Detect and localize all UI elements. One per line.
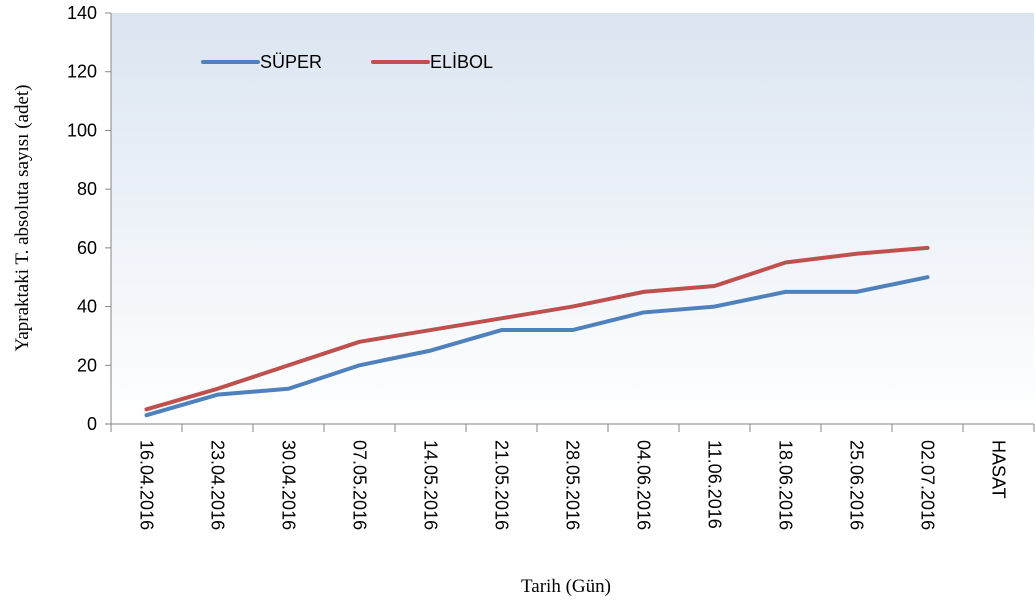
series-line [144, 245, 930, 412]
x-tick-label: 02.07.2016 [918, 440, 938, 530]
y-tick-label: 80 [77, 179, 97, 199]
x-tick-label: 16.04.2016 [137, 440, 157, 530]
y-tick-label: 20 [77, 355, 97, 375]
x-tick-label: 28.05.2016 [563, 440, 583, 530]
series-line [144, 275, 930, 418]
x-tick-label: 04.06.2016 [634, 440, 654, 530]
x-tick-label: 18.06.2016 [776, 440, 796, 530]
y-tick-label: 120 [67, 62, 97, 82]
x-tick-label: 11.06.2016 [705, 440, 725, 529]
x-tick-label: 21.05.2016 [492, 440, 512, 530]
y-tick-label: 60 [77, 238, 97, 258]
x-tick-label: HASAT [989, 440, 1009, 499]
y-tick-label: 100 [67, 120, 97, 140]
x-tick-label: 14.05.2016 [421, 440, 441, 530]
x-tick-label: 25.06.2016 [847, 440, 867, 530]
x-tick-label: 23.04.2016 [208, 440, 228, 530]
x-tick-label: 07.05.2016 [350, 440, 370, 530]
x-axis-title: Tarih (Gün) [521, 576, 611, 597]
y-tick-label: 40 [77, 297, 97, 317]
y-tick-label: 0 [87, 414, 97, 434]
y-axis-title: Yapraktaki T. absoluta sayısı (adet) [12, 84, 33, 351]
legend-label: SÜPER [260, 52, 322, 72]
legend-label: ELİBOL [430, 52, 493, 72]
x-tick-label: 30.04.2016 [279, 440, 299, 530]
y-tick-label: 140 [67, 3, 97, 23]
plot-area [111, 13, 1034, 424]
